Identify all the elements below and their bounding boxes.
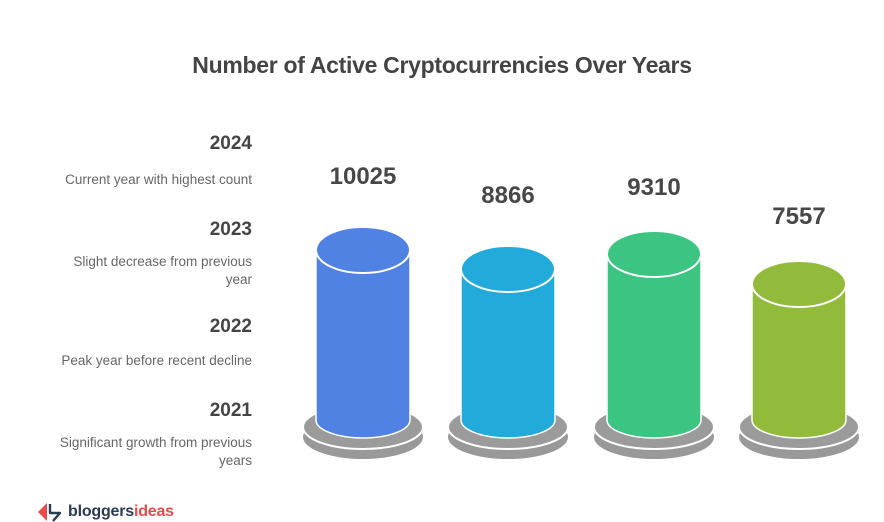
legend-item-2021: 2021 Significant growth from previous ye… [20,400,252,470]
legend-description: Peak year before recent decline [20,352,252,370]
cylinder-top [751,260,847,308]
legend-description-line: Current year with highest count [65,172,252,187]
cylinder-2024 [302,226,424,459]
cylinder-top [606,230,702,278]
legend-year: 2023 [209,219,252,240]
legend-description: Slight decrease from previous year [20,253,252,289]
cylinder-top [315,226,411,274]
legend-description: Current year with highest count [20,171,252,189]
legend-description-line: Significant growth from previous [59,435,252,450]
legend-description-line: Slight decrease from previous [73,254,252,269]
brand-logo: bloggersideas [38,502,174,522]
legend-description-line: years [218,453,252,468]
cylinder-2021 [738,260,860,459]
cylinder-2022 [593,230,715,459]
cylinder-body [751,283,847,439]
legend-description: Significant growth from previous years [20,434,252,470]
legend-year: 2021 [209,400,252,421]
cylinder-body [606,253,702,439]
legend-year: 2022 [209,316,252,337]
cylinder-top [460,245,556,293]
value-label-2022: 9310 [627,174,681,201]
value-label-2024: 10025 [329,163,397,190]
logo-text: bloggersideas [68,503,174,521]
cylinder-body [315,249,411,439]
logo-text-main: bloggers [68,503,134,520]
legend-description-line: Peak year before recent decline [61,353,252,368]
cylinder-body [460,268,556,439]
logo-text-accent: ideas [133,503,174,520]
chart-title: Number of Active Cryptocurrencies Over Y… [192,52,692,78]
value-label-2021: 7557 [772,203,826,230]
legend-item-2023: 2023 Slight decrease from previous year [20,219,252,289]
legend-item-2024: 2024 Current year with highest count [20,133,252,189]
legend-description-line: year [225,272,252,287]
value-label-2023: 8866 [481,182,535,209]
legend-item-2022: 2022 Peak year before recent decline [20,316,252,370]
cylinder-2023 [447,245,569,459]
bloggersideas-logo-icon [38,503,62,522]
legend-year: 2024 [209,133,252,154]
